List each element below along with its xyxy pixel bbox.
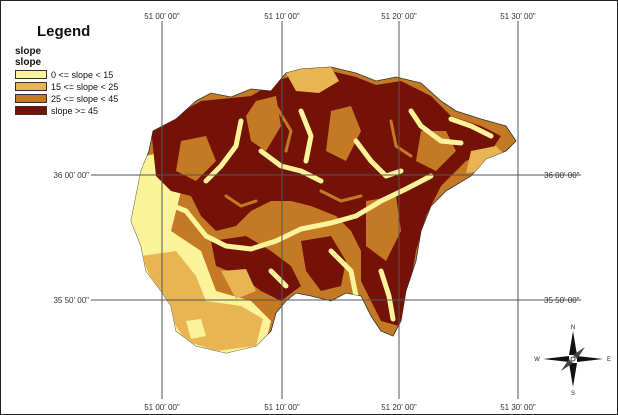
legend-entry-label: 0 <= slope < 15 xyxy=(51,69,114,80)
valley-streak xyxy=(448,116,494,139)
slope-class-45-plus-zone xyxy=(211,236,301,301)
top-longitude-label: 51 30' 00" xyxy=(500,12,536,21)
legend-swatch xyxy=(15,82,47,91)
graticule: 51 00' 00" 51 10' 00" 51 20' 00" 51 30' … xyxy=(53,12,581,412)
compass-needle-west xyxy=(543,356,569,362)
compass-needle-east xyxy=(577,356,603,362)
bottom-longitude-label: 51 30' 00" xyxy=(500,403,536,412)
slope-class-15-25-zone xyxy=(201,311,251,341)
valley-streak xyxy=(203,118,244,184)
legend-title: Legend xyxy=(37,23,91,40)
slope-region xyxy=(130,66,517,354)
valley-streak xyxy=(353,138,404,179)
compass-south-label: S xyxy=(571,391,575,397)
compass-east-label: E xyxy=(607,357,611,363)
valley-bottoms xyxy=(158,108,494,322)
compass-needle-north xyxy=(569,331,577,355)
slope-class-25-45-zone xyxy=(246,96,281,151)
legend-entry-label: slope >= 45 xyxy=(51,105,99,116)
map-legend: Legend slope slope 0 <= slope < 15 15 <=… xyxy=(15,23,205,117)
valley-streak xyxy=(268,268,289,289)
left-latitude-label: 36 00' 00" xyxy=(53,171,89,180)
north-arrow-compass-icon: N S E W xyxy=(534,325,611,397)
valley-streak xyxy=(158,173,434,252)
slope-class-45-plus-zone xyxy=(301,236,346,291)
top-longitude-label: 51 10' 00" xyxy=(264,12,300,21)
top-longitude-label: 51 00' 00" xyxy=(144,12,180,21)
legend-entry: 0 <= slope < 15 xyxy=(15,69,205,80)
compass-needle-south xyxy=(569,363,577,387)
compass-center xyxy=(570,356,576,362)
valley-streak xyxy=(378,268,396,322)
bottom-longitude-label: 51 20' 00" xyxy=(381,403,417,412)
legend-entry: 25 <= slope < 45 xyxy=(15,93,205,104)
compass-north-label: N xyxy=(571,325,575,331)
legend-entry: 15 <= slope < 25 xyxy=(15,81,205,92)
slope-class-25-45-zone xyxy=(366,196,401,261)
valley-streak xyxy=(298,108,314,164)
legend-swatch xyxy=(15,106,47,115)
legend-swatch xyxy=(15,70,47,79)
slope-class-25-45-zone xyxy=(326,106,361,161)
ridge-streak xyxy=(274,104,293,153)
ridge-streak xyxy=(389,119,413,158)
bottom-longitude-label: 51 10' 00" xyxy=(264,403,300,412)
legend-entry: slope >= 45 xyxy=(15,105,205,116)
top-longitude-label: 51 20' 00" xyxy=(381,12,417,21)
valley-streak xyxy=(328,248,359,299)
valley-streak xyxy=(408,108,464,146)
right-latitude-label: 35 50' 00" xyxy=(544,296,580,305)
compass-west-label: W xyxy=(534,357,540,363)
legend-entry-label: 15 <= slope < 25 xyxy=(51,81,119,92)
slope-class-15-25-zone xyxy=(286,67,339,93)
slope-class-25-45-zone xyxy=(176,136,216,181)
right-latitude-label: 36 00' 00" xyxy=(544,171,580,180)
slope-class-0-15-zone xyxy=(186,319,206,339)
legend-swatch xyxy=(15,94,47,103)
legend-entry-label: 25 <= slope < 45 xyxy=(51,93,119,104)
compass-needle-ne xyxy=(573,347,585,359)
ridge-streak xyxy=(319,189,363,203)
legend-field-name: slope xyxy=(15,57,42,68)
valley-streak xyxy=(258,148,324,184)
left-latitude-label: 35 50' 00" xyxy=(53,296,89,305)
ridge-streak xyxy=(224,194,258,208)
ridge-lines xyxy=(224,104,413,208)
legend-layer-name: slope xyxy=(15,46,42,57)
slope-class-15-25-zone xyxy=(221,269,256,299)
compass-needle-sw xyxy=(561,359,573,371)
bottom-longitude-label: 51 00' 00" xyxy=(144,403,180,412)
